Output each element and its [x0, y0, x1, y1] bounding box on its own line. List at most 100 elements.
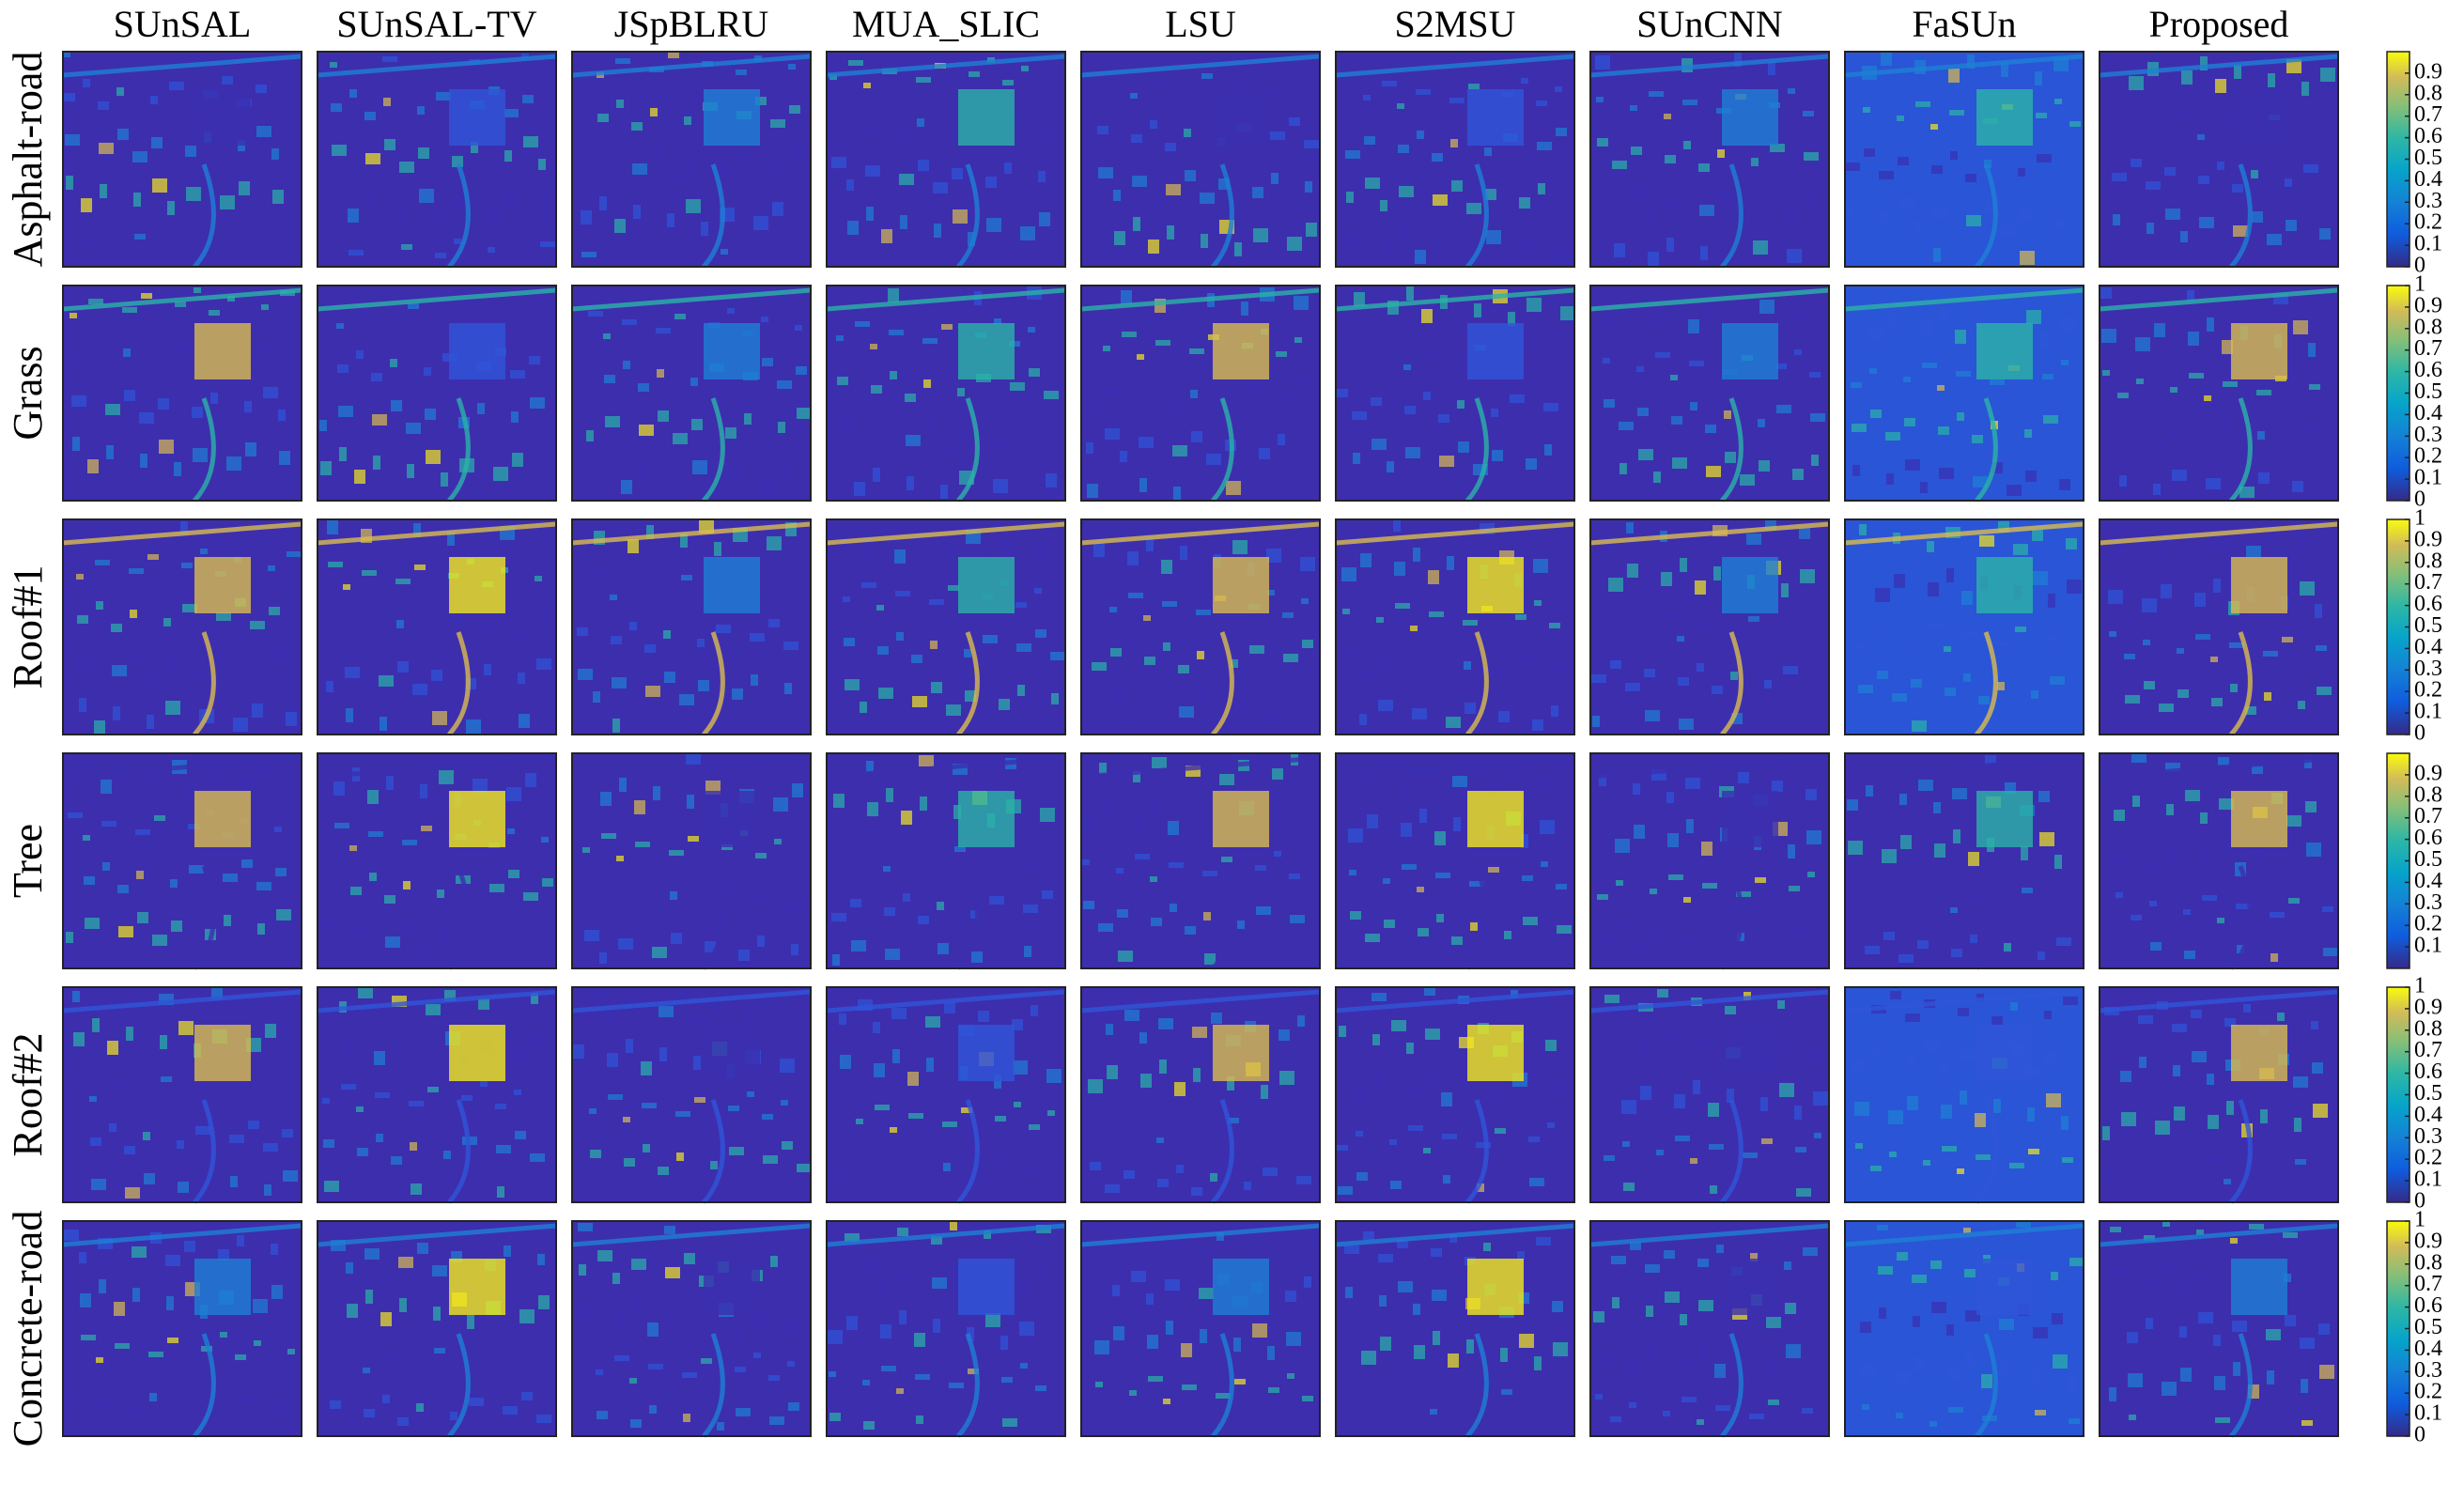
map-speck — [111, 624, 122, 632]
map-speck — [241, 859, 253, 868]
map-speck — [2131, 159, 2142, 167]
map-speck — [687, 795, 694, 809]
map-speck — [2131, 915, 2142, 920]
map-speck — [937, 902, 944, 910]
map-speck — [1137, 354, 1144, 360]
map-speck — [2267, 234, 2282, 245]
map-speck — [1397, 1240, 1408, 1248]
map-speck — [540, 241, 555, 247]
map-speck — [1740, 474, 1755, 486]
map-speck — [1162, 601, 1177, 607]
map-speck — [337, 364, 349, 373]
map-speck — [2252, 766, 2263, 774]
map-speck — [2194, 593, 2206, 607]
map-speck — [1533, 559, 1548, 573]
map-road — [571, 755, 812, 970]
map-speck — [2038, 951, 2045, 960]
map-speck — [845, 1275, 853, 1286]
map-speck — [161, 1076, 172, 1082]
map-speck — [1442, 1134, 1457, 1139]
map-speck — [1370, 356, 1377, 362]
map-speck — [1172, 445, 1187, 456]
colorbar-tick-label: 0.3 — [2414, 189, 2442, 213]
map-speck — [1096, 85, 1104, 90]
map-speck — [1267, 590, 1275, 596]
map-speck — [1957, 1168, 1964, 1174]
map-speck — [2213, 1335, 2221, 1346]
map-speck — [1470, 922, 1478, 931]
map-speck — [863, 1421, 875, 1430]
colorbar-tick-label: 0 — [2414, 1189, 2425, 1214]
map-speck — [318, 920, 333, 931]
map-speck — [1110, 648, 1122, 657]
map-speck — [2322, 906, 2333, 912]
map-speck — [1304, 1276, 1311, 1288]
map-speck — [1219, 774, 1234, 785]
map-speck — [2286, 815, 2301, 827]
map-speck — [994, 318, 1001, 324]
map-speck — [170, 879, 178, 888]
map-speck — [1002, 1418, 1017, 1427]
map-speck — [1301, 598, 1309, 604]
map-road — [62, 755, 302, 970]
colorbar-tick-label: 0.7 — [2414, 1272, 2442, 1296]
map-speck — [1050, 652, 1065, 660]
map-speck — [1279, 1071, 1294, 1085]
map-road — [1844, 1223, 2084, 1438]
map-speck — [424, 367, 431, 376]
map-speck — [365, 1290, 373, 1304]
map-speck — [193, 448, 208, 462]
map-speck — [143, 1132, 150, 1140]
map-speck — [736, 1408, 751, 1416]
map-speck — [1033, 547, 1048, 561]
map-speck — [221, 237, 228, 242]
map-speck — [141, 293, 152, 299]
map-speck — [362, 570, 377, 576]
map-speck — [187, 782, 194, 797]
map-road — [317, 287, 557, 503]
map-speck — [1800, 569, 1815, 583]
map-speck — [2264, 692, 2271, 701]
colorbar-tick-label: 0.7 — [2414, 102, 2442, 127]
map-speck — [721, 249, 728, 255]
abundance-map — [826, 51, 1066, 269]
map-speck — [1598, 936, 1613, 944]
map-frame — [571, 1220, 812, 1437]
map-speck — [1169, 862, 1184, 868]
map-speck — [2004, 943, 2011, 951]
map-speck — [1403, 364, 1411, 370]
map-speck — [2265, 532, 2276, 543]
map-road — [317, 755, 557, 970]
map-speck — [152, 178, 167, 193]
map-speck — [95, 560, 110, 565]
map-speck — [1890, 991, 1901, 999]
map-speck — [676, 1152, 684, 1161]
map-speck — [1860, 1322, 1871, 1333]
map-speck — [511, 411, 519, 423]
map-speck — [833, 794, 845, 808]
map-speck — [512, 453, 523, 467]
map-frame — [571, 285, 812, 502]
map-speck — [1039, 212, 1050, 226]
map-speck — [1302, 1396, 1313, 1401]
map-frame — [826, 986, 1066, 1203]
map-frame — [571, 518, 812, 735]
map-speck — [1287, 237, 1302, 251]
map-speck — [375, 1092, 390, 1098]
map-speck — [254, 1340, 261, 1346]
map-speck — [1302, 640, 1313, 648]
map-speck — [1788, 88, 1795, 94]
map-speck — [953, 209, 968, 224]
abundance-map — [317, 752, 557, 970]
map-speck — [772, 202, 783, 216]
map-speck — [412, 684, 427, 695]
map-speck — [1941, 1105, 1952, 1119]
map-speck — [83, 79, 90, 87]
map-speck — [897, 1228, 908, 1236]
map-speck — [1527, 339, 1535, 345]
map-speck — [252, 704, 263, 718]
map-speck — [1662, 613, 1677, 619]
map-speck — [157, 357, 164, 365]
map-speck — [1665, 155, 1676, 163]
map-speck — [2304, 760, 2312, 768]
